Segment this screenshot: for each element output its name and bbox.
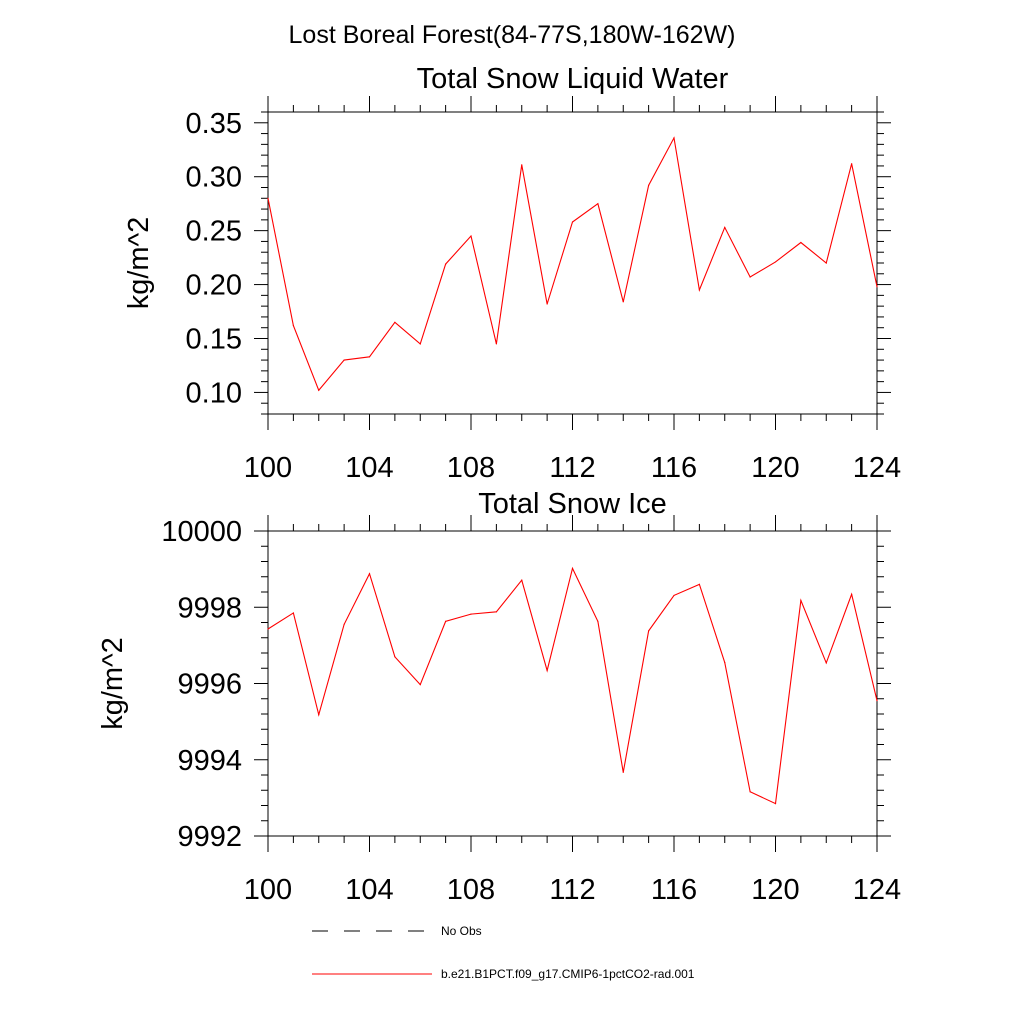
panel-1-y-tick-label: 0.30: [186, 162, 242, 194]
panel-1-y-tick-label: 0.20: [186, 270, 242, 302]
panel-1-title: Total Snow Liquid Water: [417, 63, 729, 95]
panel-2-data-point: [546, 669, 548, 672]
legend-label-model: b.e21.B1PCT.f09_g17.CMIP6-1pctCO2-rad.00…: [441, 967, 695, 981]
panel-2-data-point: [394, 656, 396, 658]
panel-1-data-point: [368, 356, 371, 358]
panel-1-y-tick-label: 0.25: [186, 216, 242, 248]
panel-2-x-tick-label: 112: [549, 874, 595, 906]
panel-2-x-tick-label: 100: [244, 874, 292, 906]
panel-1-data-point: [394, 321, 396, 323]
panel-2-y-tick-label: 9996: [177, 669, 242, 701]
panel-2-data-point: [648, 630, 650, 632]
panel-2-data-point: [419, 684, 421, 686]
legend-label-no-obs: No Obs: [441, 924, 482, 938]
panel-2-data-point: [521, 579, 523, 581]
panel-2-y-tick-label: 9992: [177, 821, 242, 853]
panel-1-data-point: [521, 164, 523, 166]
panel-1-data-point: [648, 184, 650, 186]
panel-1-data-point: [774, 261, 777, 263]
panel-1-x-tick-label: 108: [447, 452, 495, 484]
panel-2-y-tick-label: 9998: [177, 592, 242, 624]
panel-2-x-tick-label: 108: [447, 874, 495, 906]
panel-2-y-axis-label: kg/m^2: [97, 637, 129, 730]
panel-2-data-point: [343, 623, 345, 626]
panel-1-x-tick-label: 124: [853, 452, 901, 484]
panel-2-data-point: [495, 611, 497, 613]
panel-2-data-point: [267, 628, 269, 630]
panel-1-data-point: [800, 241, 802, 244]
panel-2-data-point: [597, 620, 599, 622]
panel-1-x-tick-label: 120: [751, 452, 799, 484]
panel-1-series-line-1: [267, 136, 878, 392]
panel-1-x-tick-label: 112: [549, 452, 595, 484]
panel-2-data-point: [825, 662, 827, 664]
panel-2-data-point: [470, 613, 472, 615]
panel-2-x-tick-label: 124: [853, 874, 901, 906]
panel-1-data-point: [825, 262, 827, 264]
panel-2-y-tick-label: 10000: [161, 516, 242, 548]
panel-2-data-point: [622, 771, 624, 773]
panel-1-plot-frame: [267, 111, 878, 415]
panel-1-y-tick-label: 0.15: [186, 324, 242, 356]
panel-2-title: Total Snow Ice: [478, 488, 667, 520]
panel-2-x-tick-label: 104: [345, 874, 393, 906]
panel-2-data-point: [800, 599, 802, 601]
panel-2-series-line-1: [267, 566, 878, 805]
panel-1-data-point: [267, 197, 269, 199]
panel-2-data-point: [698, 583, 700, 585]
panel-2-plot-frame: [267, 530, 878, 837]
panel-2-x-tick-label: 116: [651, 874, 697, 906]
panel-2-x-tick-label: 120: [751, 874, 799, 906]
panel-1-data-point: [724, 226, 726, 229]
panel-1-data-point: [698, 289, 700, 291]
panel-2-y-tick-label: 9994: [177, 745, 242, 777]
panel-2-data-point: [571, 567, 574, 569]
panel-1-x-tick-label: 100: [244, 452, 292, 484]
panel-1-data-point: [851, 163, 853, 165]
panel-1-data-point: [876, 286, 878, 288]
panel-1-data-point: [343, 359, 345, 361]
panel-1-y-tick-label: 0.10: [186, 377, 242, 409]
panel-1-data-point: [419, 343, 421, 345]
panel-1-data-point: [318, 389, 320, 391]
panel-1-data-point: [292, 324, 294, 327]
panel-1-y-tick-label: 0.35: [186, 108, 242, 140]
panel-1-data-point: [597, 203, 599, 205]
panel-1-data-point: [546, 303, 548, 305]
panel-1-data-point: [495, 343, 497, 345]
panel-2-data-point: [318, 714, 320, 716]
panel-1-data-point: [470, 235, 472, 237]
panel-2-data-point: [749, 791, 751, 793]
panel-2-data-point: [368, 573, 371, 575]
figure-title: Lost Boreal Forest(84-77S,180W-162W): [289, 21, 736, 49]
panel-1-data-point: [673, 137, 675, 139]
panel-2-data-point: [445, 620, 447, 622]
panel-2-data-point: [774, 802, 777, 805]
panel-1-data-point: [622, 301, 624, 303]
panel-2-data-point: [876, 700, 878, 702]
panel-2-data-point: [673, 594, 675, 597]
panel-2-data-point: [292, 612, 294, 614]
panel-1-y-axis-label: kg/m^2: [123, 217, 155, 310]
panel-2-data-point: [851, 593, 853, 595]
panel-1-x-tick-label: 116: [651, 452, 697, 484]
panel-2-data-point: [724, 661, 726, 664]
panel-1-data-point: [445, 263, 447, 265]
panel-1-data-point: [571, 221, 574, 223]
panel-1-x-tick-label: 104: [345, 452, 393, 484]
panel-1-data-point: [749, 276, 751, 278]
